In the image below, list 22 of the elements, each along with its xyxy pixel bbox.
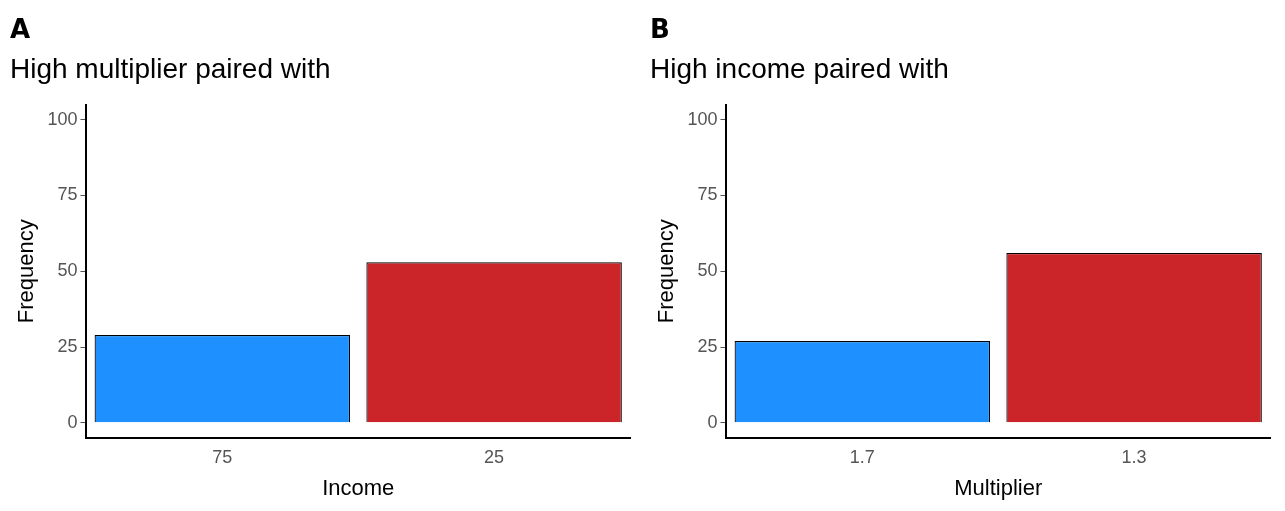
- y-tick-label: 75: [697, 184, 718, 205]
- y-tick-label: 100: [687, 108, 718, 129]
- y-tick-label: 50: [57, 260, 78, 281]
- y-tick-label: 25: [57, 336, 78, 357]
- y-tick-label: 25: [697, 336, 718, 357]
- y-axis-title: Frequency: [13, 219, 39, 324]
- x-tick-label: 1.7: [849, 446, 875, 467]
- x-tick-label: 75: [212, 446, 233, 467]
- y-tick-label: 75: [57, 184, 78, 205]
- y-tick-label: 0: [67, 411, 78, 432]
- chart-title: High income paired with: [650, 52, 949, 84]
- text: B: [650, 14, 670, 44]
- x-tick-label: 1.3: [1121, 446, 1147, 467]
- y-tick-label: 50: [697, 260, 718, 281]
- y-tick-label: 0: [707, 411, 718, 432]
- text: A: [10, 14, 31, 44]
- chart-title: High multiplier paired with: [10, 52, 331, 84]
- x-tick-label: 25: [484, 446, 505, 467]
- y-axis-title: Frequency: [653, 219, 679, 324]
- x-axis-title: Multiplier: [954, 474, 1043, 500]
- y-tick-label: 100: [47, 108, 78, 129]
- x-axis-title: Income: [322, 474, 395, 500]
